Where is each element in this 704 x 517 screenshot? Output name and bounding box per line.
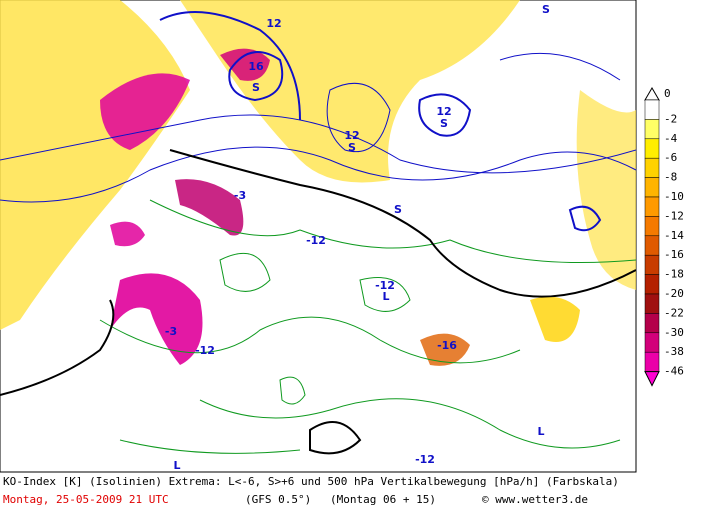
uplift-area — [530, 296, 580, 342]
map-label: -12 — [306, 234, 326, 247]
colorbar-label: -20 — [664, 287, 684, 300]
map-label: L — [382, 290, 389, 303]
colorbar-label: -16 — [664, 248, 684, 261]
colorbar: 0 -2 -4 -6 -8 -10 -12 -14 -16 -18 -20 -22 -30 -38 -46 — [644, 87, 684, 387]
uplift-core — [110, 221, 145, 247]
map-label: -3 — [234, 189, 246, 202]
colorbar-top — [644, 87, 660, 101]
footer-date: Montag, 25-05-2009 21 UTC — [3, 493, 169, 506]
colorbar-label: -30 — [664, 326, 684, 339]
colorbar-label: -2 — [664, 112, 677, 125]
blue-isolines — [0, 11, 637, 232]
map-label: -16 — [437, 339, 457, 352]
colorbar-swatch — [644, 371, 660, 387]
colorbar-swatch — [644, 274, 660, 295]
colorbar-swatch — [644, 216, 660, 237]
uplift-core — [100, 73, 190, 150]
uplift-area — [180, 0, 520, 183]
colorbar-swatch — [644, 313, 660, 334]
colorbar-swatch — [644, 235, 660, 256]
colorbar-swatch — [644, 351, 660, 372]
footer-run: (Montag 06 + 15) — [330, 493, 436, 506]
green-isolines — [99, 199, 637, 454]
footer-title: KO-Index [K] (Isolinien) Extrema: L<-6, … — [3, 475, 619, 488]
map-label: S — [440, 117, 448, 130]
map-label: -12 — [415, 453, 435, 466]
colorbar-swatch — [644, 196, 660, 217]
map-label: S — [394, 203, 402, 216]
colorbar-label: -8 — [664, 171, 677, 184]
zero-isolines — [0, 149, 637, 455]
map-label: 12 — [266, 17, 281, 30]
uplift-core — [110, 273, 203, 365]
colorbar-swatch — [644, 332, 660, 353]
colorbar-label: -4 — [664, 132, 678, 145]
map-label: S — [348, 141, 356, 154]
colorbar-swatch — [644, 99, 660, 120]
map-label: S — [252, 81, 260, 94]
map-label: -12 — [375, 279, 395, 292]
map-label: L — [537, 425, 544, 438]
footer-model: (GFS 0.5°) — [245, 493, 311, 506]
footer-credit: © www.wetter3.de — [482, 493, 588, 506]
colorbar-label: -18 — [664, 268, 684, 281]
uplift-core — [175, 179, 244, 236]
colorbar-label: -46 — [664, 365, 684, 378]
colorbar-swatch — [644, 138, 660, 159]
map-label: -12 — [195, 344, 215, 357]
colorbar-label: -38 — [664, 345, 684, 358]
colorbar-label: 0 — [664, 87, 671, 100]
map-label: 12 — [436, 105, 451, 118]
colorbar-label: -14 — [664, 229, 684, 242]
colorbar-label: -10 — [664, 190, 684, 203]
colorbar-label: -22 — [664, 306, 684, 319]
uplift-core — [220, 48, 270, 81]
map-label: 16 — [248, 60, 264, 73]
colorbar-swatch — [644, 119, 660, 140]
map-label: S — [542, 3, 550, 16]
colorbar-swatch — [644, 177, 660, 198]
colorbar-swatch — [644, 293, 660, 314]
map-label: L — [173, 459, 180, 472]
map-label: -3 — [165, 325, 177, 338]
colorbar-label: -6 — [664, 151, 677, 164]
colorbar-swatch — [644, 157, 660, 178]
uplift-area — [576, 90, 636, 290]
uplift-core — [420, 333, 470, 366]
colorbar-label: -12 — [664, 209, 684, 222]
map-label: 12 — [344, 129, 359, 142]
colorbar-swatch — [644, 254, 660, 275]
